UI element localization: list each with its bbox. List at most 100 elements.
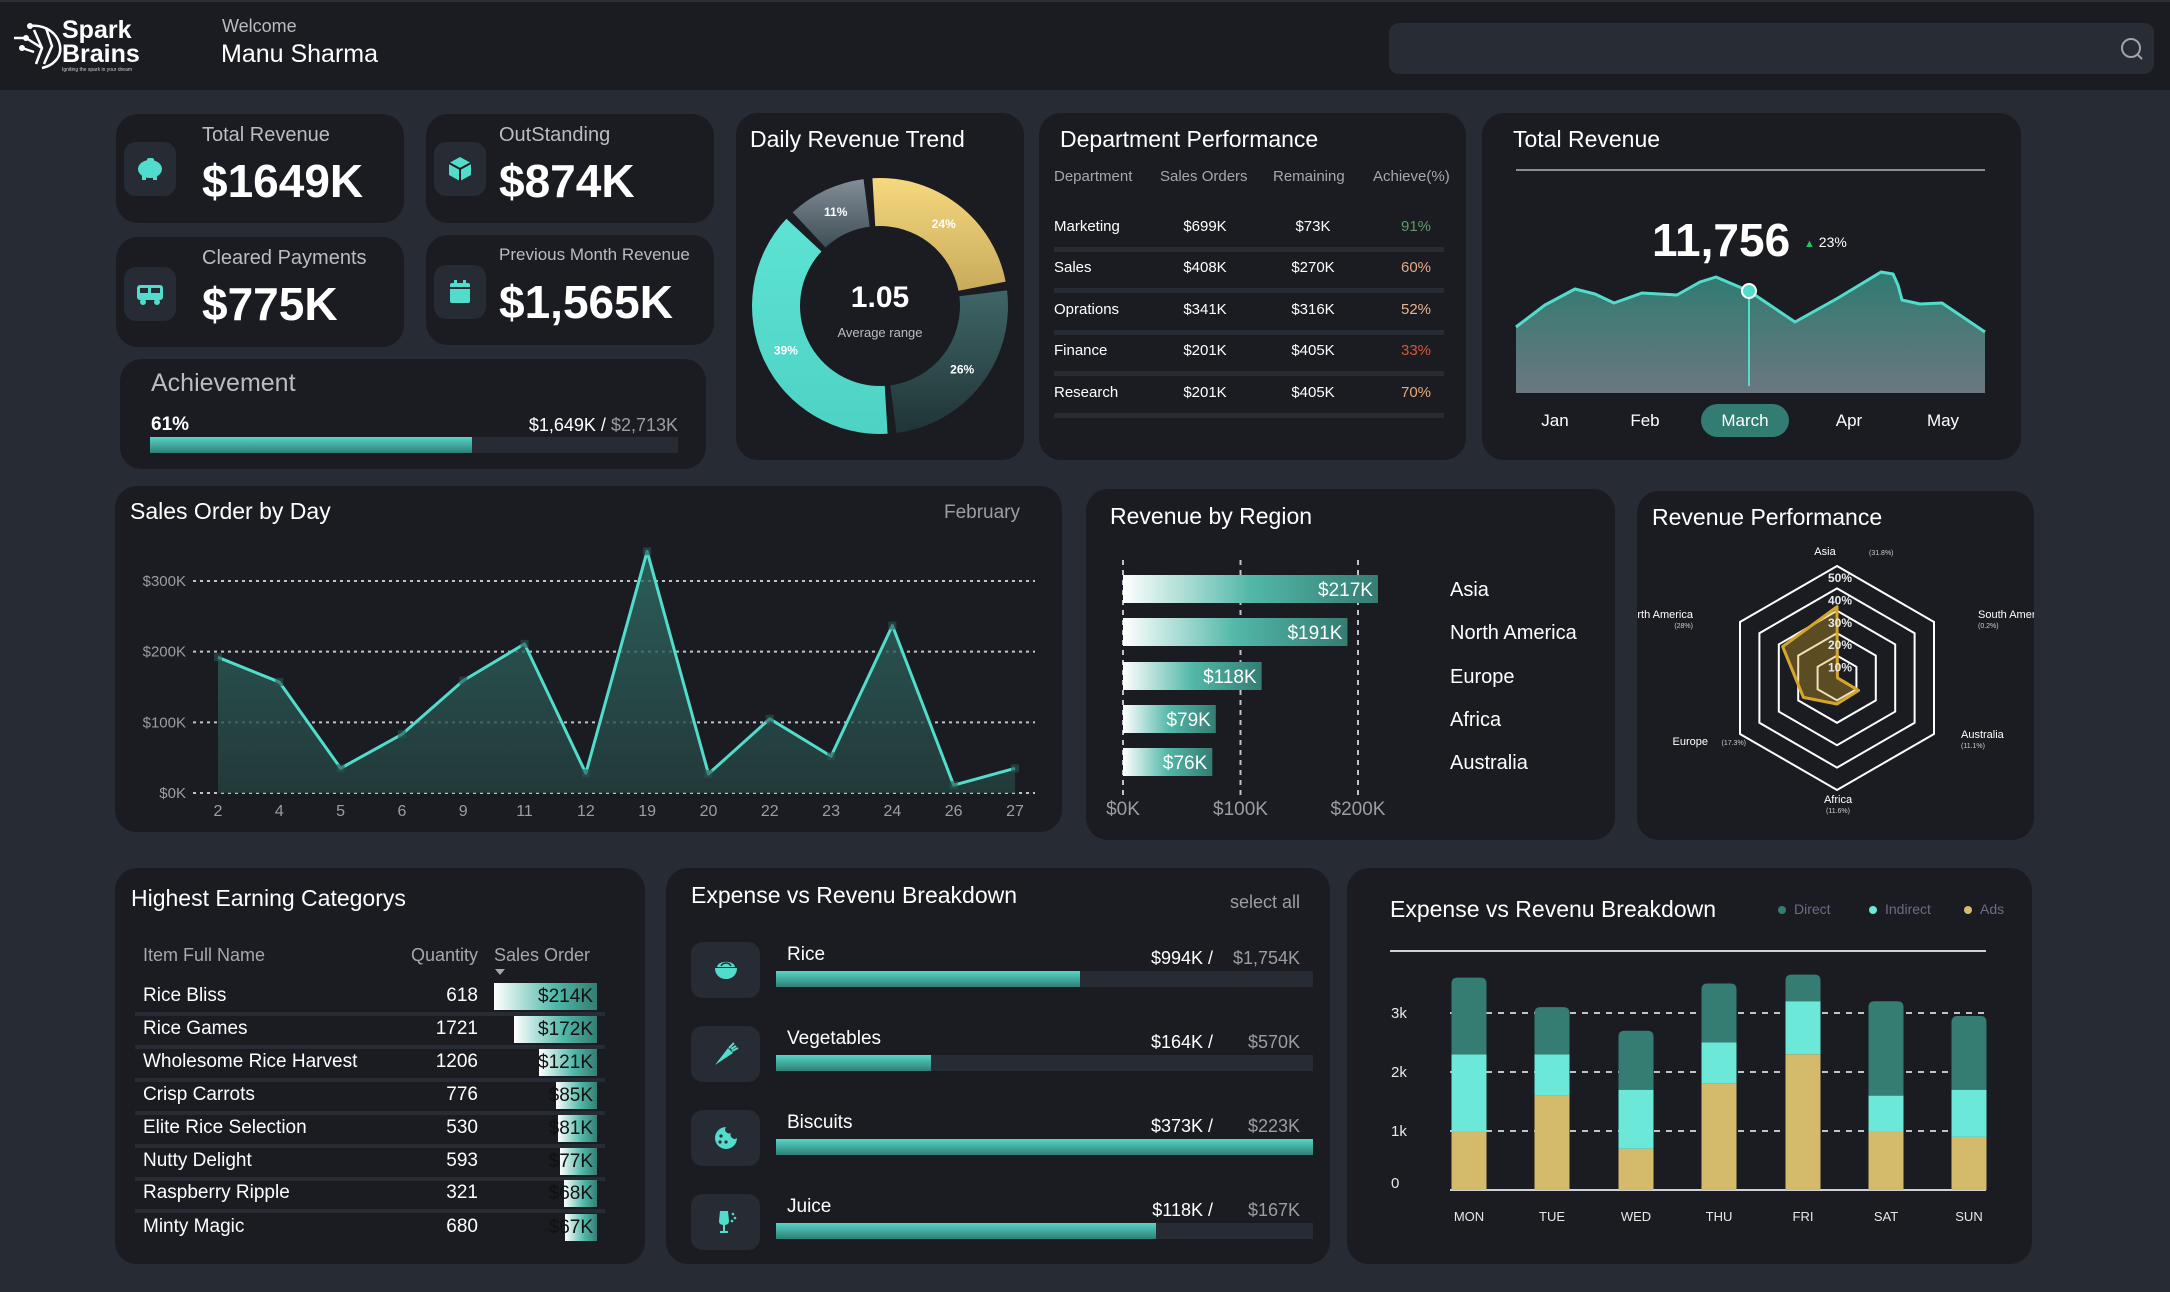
item-quantity: 776 [446,1084,478,1105]
x-tick-label: FRI [1793,1209,1814,1224]
axis-label: Australia [1961,729,2005,741]
x-tick-label: $0K [1106,799,1140,820]
achievement-progress-bar [150,437,678,453]
donut-center-value: 1.05 [850,281,910,314]
table-row[interactable]: Elite Rice Selection 530 $81K [135,1112,605,1144]
expense-breakdown-chart-card: Expense vs Revenu Breakdown 0 1k 2k 3k MON TU… [1347,868,2032,1264]
ring-label: 40% [1828,593,1852,607]
bar-segment-ads [1534,1095,1570,1190]
donut-segment-label: 24% [932,217,956,231]
column-header-name[interactable]: Item Full Name [143,945,266,965]
data-point [1011,764,1019,773]
radar-ring [1816,654,1858,702]
calendar-icon [434,265,486,319]
kpi-value: $1649K [202,155,364,207]
card-title: Daily Revenue Trend [750,126,965,152]
x-tick-label: 20 [700,803,718,820]
item-name: Raspberry Ripple [143,1182,290,1203]
expense-total: $570K [1247,1032,1300,1052]
cookie-icon [691,1110,760,1166]
month-tab-feb[interactable]: Feb [1630,411,1660,430]
row-divider [135,1111,605,1115]
data-point [888,621,897,630]
search-bar[interactable] [1389,23,2154,74]
data-point [275,678,284,687]
expense-progress-bar [776,971,1313,987]
sales-order-bar: $77K [549,1148,597,1175]
x-tick-label: MON [1454,1209,1484,1224]
kpi-value: $1,565K [499,276,673,328]
expense-item[interactable]: Rice $994K / $1,754K [666,942,1330,1002]
data-point [704,769,713,778]
logo-tagline: Igniting the spark in your dream [62,67,133,73]
y-tick-label: 0 [1391,1175,1399,1192]
expense-item[interactable]: Biscuits $373K / $223K [666,1110,1330,1170]
region-label: Australia [1450,752,1529,774]
column-header-sales-order[interactable]: Sales Order [494,945,591,965]
sales-order-bar: $121K [538,1049,597,1076]
legend-label: Ads [1980,901,2005,917]
achievement-card: Achievement 61% $1,649K / $2,713K [120,359,706,469]
column-header-quantity[interactable]: Quantity [410,945,478,965]
item-quantity: 1206 [435,1051,478,1072]
sales-order-bar: $85K [549,1082,597,1109]
select-all-link[interactable]: select all [1229,892,1300,912]
kpi-value: $775K [202,278,338,330]
x-tick-label: 22 [761,803,779,820]
period-selector[interactable]: February [943,502,1020,523]
row-divider [135,1144,605,1148]
area-line [1515,270,1986,334]
y-tick-label: 1k [1391,1123,1407,1140]
card-title: Department Performance [1060,126,1319,152]
highest-earning-categories-card: Highest Earning Categorys Item Full Name… [115,868,645,1264]
search-icon[interactable] [2119,36,2145,62]
region-bar-chart: $0K $100K $200K $217K Asia $191K North America… [1106,560,1578,820]
data-point [459,676,468,685]
sales-orders-value: $201K [1183,384,1227,401]
axis-percent: (17.3%) [1721,740,1746,747]
region-bar [1123,575,1378,603]
x-tick-label: 9 [459,803,468,820]
row-divider [1054,330,1444,335]
logo-text-brains: Brains [62,40,140,68]
axis-percent: (31.8%) [1869,550,1894,557]
search-input[interactable] [1389,23,2089,74]
x-tick-label: 5 [336,803,345,820]
kpi-cleared-payments: Cleared Payments $775K [116,237,404,347]
card-title: Sales Order by Day [130,498,331,524]
table-row[interactable]: Rice Games 1721 $172K [135,1013,605,1045]
row-divider [1054,247,1444,252]
expense-amount: $373K / [1150,1116,1213,1136]
month-tab-apr[interactable]: Apr [1835,411,1863,430]
expense-item[interactable]: Vegetables $164K / $570K [666,1026,1330,1086]
welcome-label: Welcome [222,16,297,36]
sort-descending-icon[interactable] [495,969,505,975]
x-tick-label: TUE [1539,1209,1565,1224]
month-tab-march[interactable]: March [1701,404,1789,437]
department-name: Marketing [1054,218,1120,235]
expense-progress-fill [776,1055,931,1071]
table-row[interactable]: Minty Magic 680 $67K [135,1211,605,1243]
expense-item[interactable]: Juice $118K / $167K [666,1194,1330,1254]
month-tab-jan[interactable]: Jan [1541,411,1569,430]
card-title: Revenue by Region [1110,503,1313,529]
radar-ring [1758,587,1916,769]
table-row[interactable]: Nutty Delight 593 $77K [135,1145,605,1177]
x-tick-label: 24 [883,803,901,820]
row-divider [135,1177,605,1181]
achievement-title: Achievement [151,369,296,397]
bar-value-label: $217K [1318,580,1373,601]
donut-segment-label: 11% [824,205,848,219]
expense-total: $223K [1247,1116,1300,1136]
table-row[interactable]: Rice Bliss 618 $214K [135,980,605,1012]
table-row[interactable]: Crisp Carrots 776 $85K [135,1079,605,1111]
item-quantity: 680 [446,1216,478,1237]
table-row[interactable]: Raspberry Ripple 321 $68K [135,1177,605,1209]
logo[interactable]: Spark Brains Igniting the spark in your … [12,18,147,76]
piggy-bank-icon [124,142,176,196]
sales-order-value: $214K [538,986,593,1007]
item-name: Minty Magic [143,1216,245,1237]
data-point [581,769,590,778]
month-tab-may[interactable]: May [1926,411,1960,430]
table-row[interactable]: Wholesome Rice Harvest 1206 $121K [135,1046,605,1078]
